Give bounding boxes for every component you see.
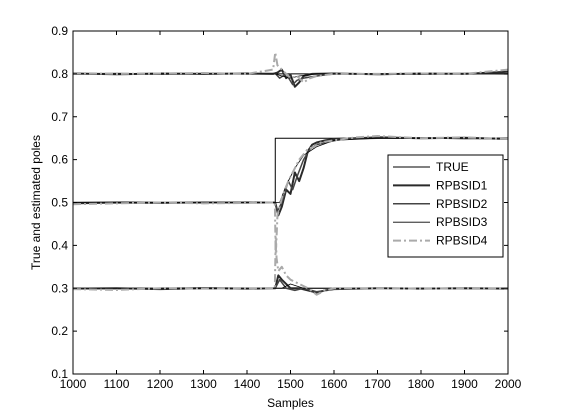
series-line-rpbsid4-3 (72, 235, 508, 296)
legend-box (387, 154, 504, 258)
legend-label-rpbsid1: RPBSID1 (436, 178, 488, 192)
x-tick-label: 1400 (234, 377, 261, 391)
legend: TRUE RPBSID1 RPBSID2 RPBSID3 RPBSID4 (387, 154, 504, 258)
y-tick-label: 0.1 (51, 367, 68, 381)
x-tick-label: 1900 (451, 377, 478, 391)
x-tick-label: 1500 (277, 377, 304, 391)
legend-label-true: TRUE (436, 160, 469, 174)
y-tick-label: 0.5 (51, 196, 68, 210)
y-tick-label: 0.4 (51, 238, 68, 252)
x-tick-label: 1800 (408, 377, 435, 391)
x-tick-label: 1200 (147, 377, 174, 391)
x-tick-label: 2000 (495, 377, 522, 391)
x-tick-label: 1300 (190, 377, 217, 391)
series-layer (72, 51, 509, 296)
y-tick-label: 0.6 (51, 153, 68, 167)
x-tick-label: 1000 (60, 377, 87, 391)
series-line-rpbsid4-1 (72, 51, 509, 84)
y-tick-label: 0.3 (51, 281, 68, 295)
x-tick-label: 1600 (321, 377, 348, 391)
legend-label-rpbsid3: RPBSID3 (436, 215, 488, 229)
y-tick-label: 0.2 (51, 324, 68, 338)
x-tick-label: 1700 (364, 377, 391, 391)
x-tick-label: 1100 (104, 377, 130, 391)
legend-label-rpbsid2: RPBSID2 (436, 197, 488, 211)
y-tick-label: 0.8 (51, 67, 68, 81)
y-tick-label: 0.9 (51, 24, 68, 38)
legend-label-rpbsid4: RPBSID4 (436, 234, 488, 248)
y-axis-ticks: 0.1 0.2 0.3 0.4 0.5 0.6 0.7 0.8 0.9 (51, 24, 508, 381)
x-axis-label: Samples (267, 396, 314, 410)
series-line-rpbsid4-2 (72, 135, 509, 255)
y-tick-label: 0.7 (51, 110, 68, 124)
x-axis-ticks: 1000 1100 1200 1300 1400 1500 1600 1700 1800 1900… (60, 31, 522, 391)
y-axis-label: True and estimated poles (29, 135, 43, 270)
